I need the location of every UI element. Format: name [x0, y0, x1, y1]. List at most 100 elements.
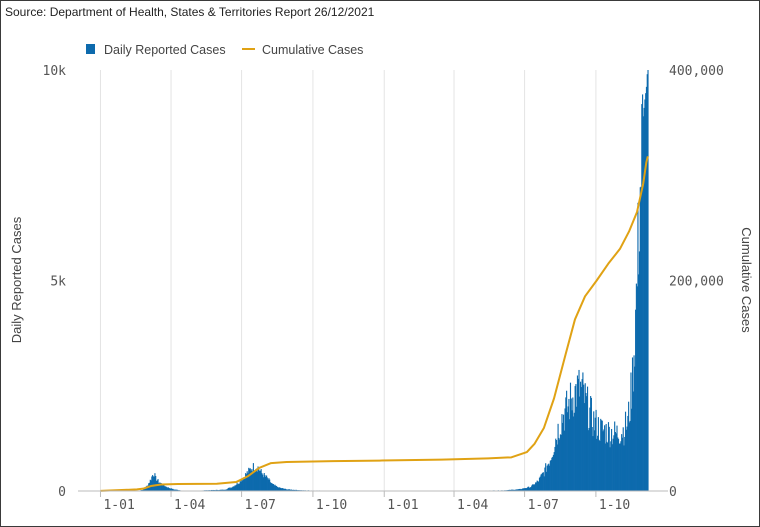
daily-bar — [257, 466, 259, 491]
daily-bar — [565, 397, 567, 491]
daily-bar — [573, 412, 575, 491]
daily-bar — [152, 475, 154, 491]
daily-bar — [166, 487, 168, 491]
daily-bar — [165, 486, 167, 491]
daily-cases-bars[interactable] — [137, 70, 649, 492]
daily-bar — [222, 489, 224, 491]
daily-bar — [295, 489, 297, 491]
daily-bar — [278, 487, 280, 491]
daily-bar — [281, 488, 283, 491]
daily-bar — [515, 489, 517, 491]
daily-bar — [592, 436, 594, 491]
daily-bar — [625, 429, 627, 491]
daily-bar — [571, 410, 573, 491]
daily-bar — [617, 438, 620, 491]
daily-bar — [604, 443, 606, 491]
daily-bar — [290, 489, 292, 491]
daily-bar — [144, 488, 146, 491]
daily-bar — [266, 477, 268, 491]
daily-bar — [255, 468, 258, 491]
daily-bar — [541, 473, 543, 491]
daily-bar — [555, 438, 557, 491]
left-tick-label: 5k — [50, 275, 66, 290]
daily-bar — [585, 393, 587, 491]
daily-bar — [620, 441, 622, 491]
daily-bar — [536, 480, 538, 491]
daily-bar — [582, 372, 584, 491]
daily-bar — [580, 387, 582, 491]
right-tick-label: 200,000 — [669, 275, 724, 290]
daily-bar — [273, 485, 275, 491]
daily-bar — [524, 488, 527, 491]
daily-bar — [235, 485, 237, 491]
daily-bar — [171, 489, 173, 491]
daily-bar — [219, 489, 221, 491]
daily-bar — [559, 434, 561, 491]
daily-bar — [601, 420, 603, 491]
daily-bar — [228, 487, 230, 491]
left-tick-label: 0 — [58, 485, 66, 500]
daily-bar — [226, 489, 228, 491]
daily-bar — [577, 378, 579, 491]
daily-bar — [286, 489, 288, 491]
daily-bar — [638, 251, 641, 491]
daily-bar — [600, 418, 602, 491]
daily-bar — [608, 426, 610, 491]
daily-bar — [583, 384, 585, 491]
daily-bar — [243, 477, 245, 491]
daily-bar — [250, 470, 252, 491]
daily-bar — [548, 463, 550, 491]
daily-bar — [599, 441, 601, 491]
daily-bar — [595, 409, 597, 491]
daily-bar — [169, 488, 171, 491]
daily-bar — [287, 489, 289, 491]
daily-bar — [293, 489, 295, 491]
daily-bar — [570, 398, 572, 491]
daily-bar — [519, 488, 521, 491]
daily-bar — [552, 454, 554, 491]
daily-bar — [622, 427, 624, 491]
legend[interactable]: Daily Reported Cases Cumulative Cases — [86, 43, 363, 57]
daily-bar — [224, 489, 226, 491]
daily-bar — [166, 487, 168, 491]
daily-bar — [212, 489, 214, 491]
daily-bar — [145, 487, 147, 491]
daily-bar — [248, 468, 251, 491]
daily-bar — [600, 420, 603, 491]
daily-bar — [270, 482, 272, 491]
daily-bar — [251, 469, 253, 491]
daily-bar — [612, 438, 614, 491]
x-tick-label: 1-10 — [316, 498, 347, 513]
daily-bar — [616, 425, 618, 491]
daily-bar — [221, 489, 223, 491]
daily-bar — [152, 476, 154, 491]
daily-bar — [170, 488, 172, 491]
daily-bar — [607, 442, 609, 491]
daily-bar — [285, 488, 287, 491]
daily-bar — [569, 419, 571, 491]
daily-bar — [635, 309, 637, 491]
daily-bar — [624, 436, 626, 491]
daily-bar — [268, 478, 270, 491]
daily-bar — [260, 469, 262, 491]
cumulative-cases-line[interactable] — [100, 156, 649, 492]
daily-bar — [589, 407, 591, 491]
daily-bar — [514, 489, 517, 491]
daily-bar — [288, 489, 290, 491]
daily-bar — [593, 430, 596, 491]
daily-bar — [575, 384, 577, 491]
daily-bar — [558, 437, 560, 491]
daily-bar — [161, 484, 163, 491]
daily-bar — [153, 476, 155, 491]
daily-bar — [230, 487, 232, 491]
daily-bar — [607, 422, 610, 491]
daily-bar — [241, 479, 243, 491]
daily-bar — [514, 489, 516, 491]
daily-bar — [235, 484, 237, 491]
daily-bar — [538, 477, 541, 491]
daily-bar — [596, 438, 598, 491]
right-tick-label: 0 — [669, 485, 677, 500]
daily-bar — [176, 489, 178, 491]
daily-bar — [569, 382, 572, 491]
